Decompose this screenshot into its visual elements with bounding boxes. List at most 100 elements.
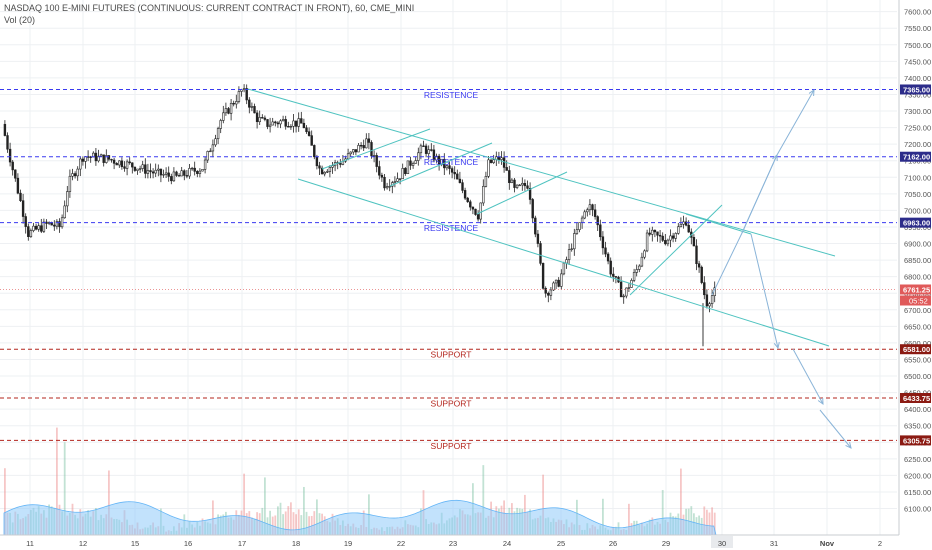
volume-indicator-label[interactable]: Vol (20) xyxy=(4,15,36,25)
candle-up xyxy=(588,204,592,211)
candle-down xyxy=(430,149,433,151)
candle-down xyxy=(40,225,43,232)
candle-down xyxy=(606,253,610,262)
volume-bar-up xyxy=(63,442,66,535)
x-tick-label: 30 xyxy=(718,539,726,548)
candle-up xyxy=(346,153,350,160)
volume-bar-down xyxy=(542,474,544,535)
volume-bar-down xyxy=(284,511,287,535)
candle-down xyxy=(383,176,386,189)
volume-bar-down xyxy=(274,515,277,535)
y-tick-label: 7300.00 xyxy=(904,107,931,116)
candle-down xyxy=(19,192,22,201)
x-tick-label: 15 xyxy=(131,539,139,548)
candle-up xyxy=(414,160,417,164)
candle-down xyxy=(612,273,615,277)
candle-down xyxy=(263,117,267,120)
projection-arrow-down xyxy=(750,233,780,350)
candle-up xyxy=(669,235,672,241)
candle-up xyxy=(396,178,399,182)
candle-down xyxy=(284,119,287,127)
candle-down xyxy=(73,173,77,177)
price-tag-last-bg xyxy=(900,284,931,295)
candle-up xyxy=(632,272,636,281)
candle-down xyxy=(287,126,290,128)
candle-down xyxy=(534,217,537,235)
y-tick-label: 7550.00 xyxy=(904,24,931,33)
candle-down xyxy=(313,145,316,158)
candle-up xyxy=(76,168,79,177)
candle-down xyxy=(648,232,651,235)
candle-up xyxy=(419,145,423,154)
candle-up xyxy=(235,101,238,105)
candle-up xyxy=(268,124,272,127)
candle-up xyxy=(445,165,449,169)
candle-up xyxy=(427,149,430,154)
candle-up xyxy=(326,171,329,173)
price-tag-support: 6581.00 xyxy=(903,345,930,354)
candle-down xyxy=(544,288,547,294)
candle-up xyxy=(411,163,415,166)
volume-bar-down xyxy=(290,502,292,535)
x-tick-label: 29 xyxy=(662,539,670,548)
price-tag-resistance: 6963.00 xyxy=(903,219,930,228)
resistance-label: RESISTENCE xyxy=(424,223,479,233)
candle-down xyxy=(151,171,155,174)
support-label: SUPPORT xyxy=(431,350,472,360)
y-tick-label: 6900.00 xyxy=(904,240,931,249)
candle-up xyxy=(292,120,295,127)
candle-up xyxy=(79,158,82,170)
candle-down xyxy=(302,122,306,129)
projection-arrowhead xyxy=(773,342,780,350)
projection-arrowhead xyxy=(845,442,852,449)
price-tag-support: 6433.75 xyxy=(903,394,930,403)
candle-up xyxy=(224,108,228,114)
x-tick-label: 23 xyxy=(449,539,457,548)
y-tick-label: 7500.00 xyxy=(904,41,931,50)
support-label: SUPPORT xyxy=(431,441,472,451)
x-tick-label: 22 xyxy=(397,539,405,548)
price-tag-resistance: 7365.00 xyxy=(903,85,930,94)
candle-up xyxy=(573,233,576,250)
candle-up xyxy=(622,295,625,298)
volume-ma-area xyxy=(3,499,717,536)
candle-down xyxy=(16,177,20,194)
y-tick-label: 7250.00 xyxy=(904,124,931,133)
candle-up xyxy=(154,169,157,174)
candle-up xyxy=(638,265,641,270)
candle-down xyxy=(661,235,664,241)
candle-up xyxy=(71,173,74,177)
candle-up xyxy=(203,159,207,170)
candle-up xyxy=(242,88,246,91)
candle-up xyxy=(710,295,714,305)
candle-down xyxy=(133,166,137,171)
y-tick-label: 6100.00 xyxy=(904,505,931,514)
volume-bar-up xyxy=(282,514,284,535)
volume-bar-down xyxy=(308,516,310,535)
candle-down xyxy=(248,99,251,108)
candle-up xyxy=(365,138,368,149)
price-tag-support-bg xyxy=(900,435,931,446)
projection-arrow-down xyxy=(819,409,852,449)
candle-down xyxy=(149,170,152,173)
candle-down xyxy=(523,183,527,187)
y-tick-label: 7400.00 xyxy=(904,74,931,83)
candle-up xyxy=(206,151,209,161)
candle-down xyxy=(599,224,602,238)
candle-down xyxy=(461,182,464,191)
candle-up xyxy=(635,269,638,273)
x-tick-label: Nov xyxy=(820,539,835,548)
resistance-label: RESISTENCE xyxy=(424,157,479,167)
candle-down xyxy=(367,138,371,143)
candle-up xyxy=(323,171,326,175)
candle-down xyxy=(193,167,196,172)
grid xyxy=(0,0,897,535)
candle-up xyxy=(560,273,563,287)
volume-bar-down xyxy=(680,468,682,535)
candle-up xyxy=(37,225,40,230)
volume-bar-down xyxy=(243,473,245,535)
x-tick-label: 2 xyxy=(878,539,882,548)
candle-down xyxy=(398,178,402,180)
